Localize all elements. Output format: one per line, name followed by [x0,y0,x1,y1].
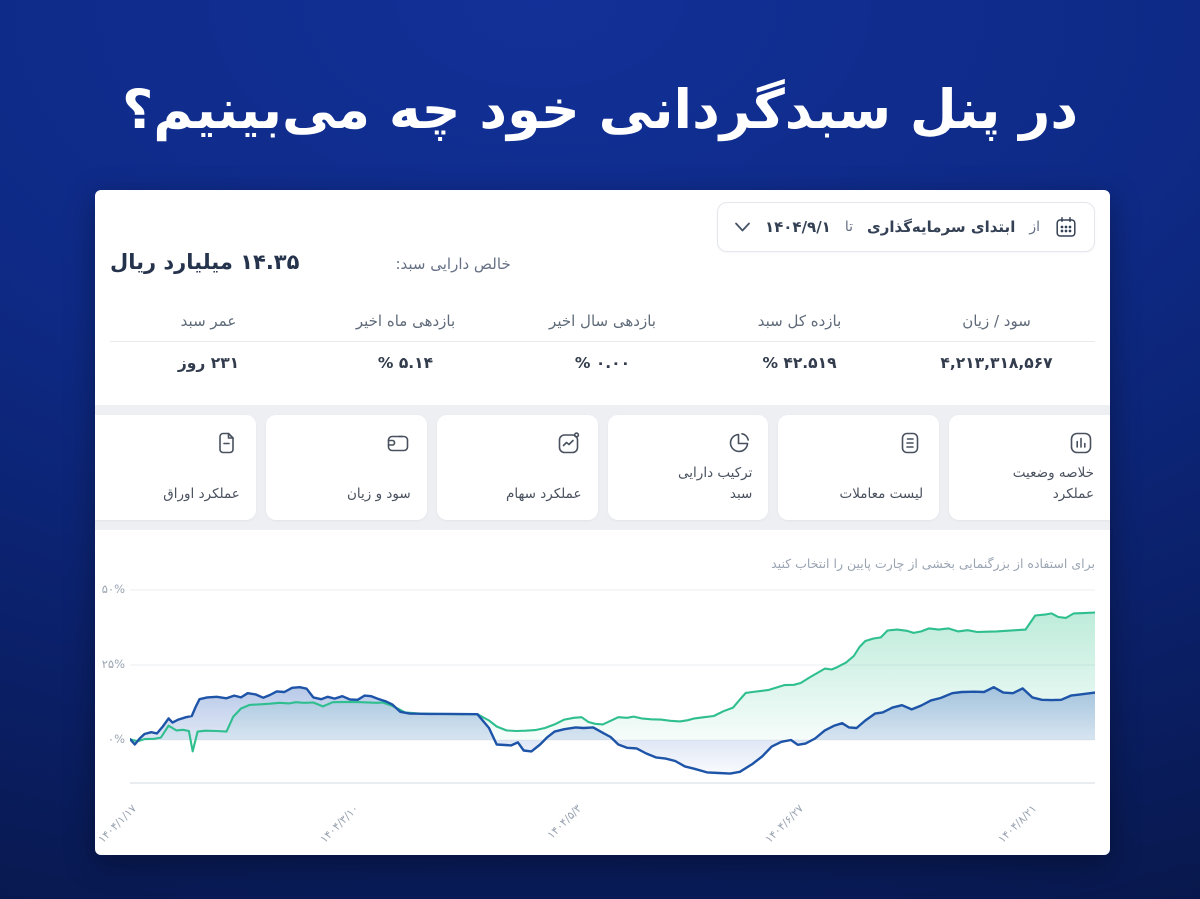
tab-label: خلاصه وضعیت عملکرد [1012,465,1094,503]
stat-value-total-return: % ۴۲.۵۱۹ [762,354,837,372]
stat-label-total-return: بازده کل سبد [757,312,842,330]
tab-asset-composition[interactable]: ترکیب دارایی سبد [607,415,769,520]
date-range-filter[interactable]: از ابتدای سرمایه‌گذاری تا ۱۴۰۴/۹/۱ [716,202,1095,252]
x-axis-label: ۱۴۰۴/۵/۳ [544,802,585,842]
tabs-strip: خلاصه وضعیت عملکرد لیست معاملات ترکی [95,405,1110,530]
stat-value-year-return: % ۰.۰۰ [574,354,631,372]
chart-zoom-hint: برای استفاده از بزرگنمایی بخشی از چارت پ… [771,556,1095,571]
net-assets-label: خالص دارایی سبد: [395,255,511,273]
tab-label: عملکرد سهام [505,486,582,503]
green-series-line [130,611,1095,753]
date-from-value: ابتدای سرمایه‌گذاری [867,218,1016,236]
date-to-value: ۱۴۰۴/۹/۱ [764,218,831,236]
stats-divider [110,341,1095,342]
tab-profit-loss[interactable]: سود و زیان [265,415,427,520]
blue-series-line [130,685,1095,775]
y-axis-label-25: ۲۵% [101,657,125,671]
y-axis-label-50: ۵۰% [101,582,125,596]
returns-chart[interactable] [130,580,1095,795]
date-to-label: تا [844,219,854,235]
tab-stocks-performance[interactable]: عملکرد سهام [436,415,598,520]
stats-labels-row: سود / زیان بازده کل سبد بازدهی سال اخیر … [110,312,1095,330]
tab-performance-summary[interactable]: خلاصه وضعیت عملکرد [949,415,1110,520]
x-axis-label: ۱۴۰۴/۸/۲۱ [995,802,1040,846]
stat-label-year-return: بازدهی سال اخیر [549,312,656,330]
tab-transactions-list[interactable]: لیست معاملات [778,415,940,520]
y-axis-label-0: ۰% [107,732,125,746]
tab-label: لیست معاملات [839,486,924,503]
trend-icon [556,430,582,456]
stats-values-row: ۴,۲۱۳,۳۱۸,۵۶۷ % ۴۲.۵۱۹ % ۰.۰۰ % ۵.۱۴ ۲۳۱… [110,354,1095,372]
stat-label-month-return: بازدهی ماه اخیر [355,312,456,330]
stat-value-portfolio-age: ۲۳۱ روز [177,354,240,372]
x-axis-label: ۱۴۰۴/۳/۱۰ [317,802,362,846]
tab-label: ترکیب دارایی سبد [678,465,753,503]
net-assets: خالص دارایی سبد: ۱۴.۳۵ میلیارد ریال [110,250,511,274]
portfolio-panel: از ابتدای سرمایه‌گذاری تا ۱۴۰۴/۹/۱ خالص … [95,190,1110,855]
wallet-icon [385,430,411,456]
chart-areas [130,612,1095,774]
chevron-down-icon[interactable] [734,221,751,233]
pie-chart-icon [726,430,752,456]
calendar-icon [1054,215,1078,239]
x-axis-label: ۱۴۰۴/۶/۲۷ [762,802,807,846]
bar-chart-icon [1068,430,1094,456]
page-title: در پنل سبدگردانی خود چه می‌بینیم؟ [121,78,1079,142]
document-icon [214,430,240,456]
tab-label: عملکرد اوراق [163,486,240,503]
chart-lines [130,611,1095,775]
tab-label: سود و زیان [346,486,411,503]
stat-label-profit-loss: سود / زیان [962,312,1031,330]
list-icon [897,430,923,456]
tab-bonds-performance[interactable]: عملکرد اوراق [95,415,256,520]
net-assets-value: ۱۴.۳۵ میلیارد ریال [110,250,300,274]
date-from-label: از [1029,219,1040,235]
x-axis-label: ۱۴۰۴/۱/۱۷ [95,802,140,846]
stat-label-portfolio-age: عمر سبد [180,312,237,330]
blue-series-area [130,687,1095,774]
stat-value-month-return: % ۵.۱۴ [377,354,434,372]
stats-summary: سود / زیان بازده کل سبد بازدهی سال اخیر … [110,312,1095,372]
stat-value-profit-loss: ۴,۲۱۳,۳۱۸,۵۶۷ [940,354,1053,372]
